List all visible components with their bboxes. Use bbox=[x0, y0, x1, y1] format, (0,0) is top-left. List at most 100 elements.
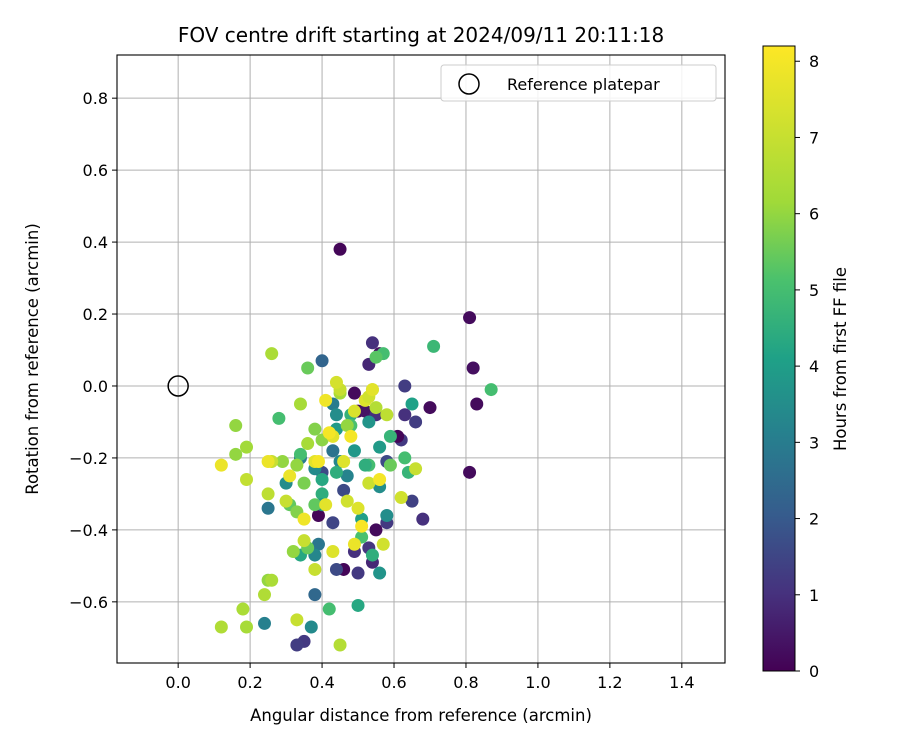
data-point bbox=[286, 544, 300, 558]
data-point bbox=[261, 455, 275, 469]
data-point bbox=[319, 498, 333, 512]
data-point bbox=[301, 437, 315, 451]
data-point bbox=[293, 397, 307, 411]
data-point bbox=[365, 548, 379, 562]
data-point bbox=[463, 465, 477, 479]
data-point bbox=[329, 465, 343, 479]
data-point bbox=[214, 620, 228, 634]
data-point bbox=[347, 537, 361, 551]
data-point bbox=[326, 544, 340, 558]
data-point bbox=[409, 415, 423, 429]
data-point bbox=[394, 491, 408, 505]
data-point bbox=[365, 336, 379, 350]
data-point bbox=[290, 458, 304, 472]
data-point bbox=[344, 429, 358, 443]
x-tick-label: 1.0 bbox=[525, 673, 550, 692]
data-point bbox=[340, 469, 354, 483]
data-point bbox=[322, 602, 336, 616]
data-point bbox=[329, 375, 343, 389]
data-point bbox=[355, 519, 369, 533]
data-point bbox=[416, 512, 430, 526]
data-point bbox=[369, 401, 383, 415]
data-point bbox=[229, 447, 243, 461]
data-point bbox=[311, 508, 325, 522]
data-point bbox=[311, 455, 325, 469]
y-tick-label: −0.4 bbox=[69, 521, 108, 540]
x-tick-label: 0.8 bbox=[453, 673, 478, 692]
data-point bbox=[398, 451, 412, 465]
data-point bbox=[333, 242, 347, 256]
data-point bbox=[272, 411, 286, 425]
colorbar-tick-label: 8 bbox=[809, 52, 819, 71]
y-tick-label: −0.6 bbox=[69, 593, 108, 612]
y-tick-label: 0.6 bbox=[83, 161, 108, 180]
data-point bbox=[315, 487, 329, 501]
data-point bbox=[290, 638, 304, 652]
colorbar-tick-label: 0 bbox=[809, 662, 819, 681]
data-point bbox=[337, 455, 351, 469]
data-point bbox=[369, 350, 383, 364]
data-point bbox=[466, 361, 480, 375]
data-point bbox=[258, 588, 272, 602]
data-point bbox=[398, 408, 412, 422]
data-point bbox=[326, 444, 340, 458]
x-tick-label: 1.4 bbox=[669, 673, 694, 692]
x-tick-label: 1.2 bbox=[597, 673, 622, 692]
data-point bbox=[347, 386, 361, 400]
colorbar-ticks: 0 1 2 3 4 5 6 7 8 bbox=[795, 52, 819, 681]
data-point bbox=[409, 462, 423, 476]
data-point bbox=[319, 393, 333, 407]
reference-platepar-marker bbox=[167, 375, 189, 397]
data-point bbox=[470, 397, 484, 411]
data-point bbox=[290, 613, 304, 627]
colorbar-tick-label: 4 bbox=[809, 357, 819, 376]
data-point bbox=[261, 501, 275, 515]
colorbar-tick-label: 6 bbox=[809, 205, 819, 224]
data-point bbox=[351, 566, 365, 580]
data-point bbox=[380, 408, 394, 422]
chart-title: FOV centre drift starting at 2024/09/11 … bbox=[178, 23, 664, 47]
data-point bbox=[351, 501, 365, 515]
data-point bbox=[326, 516, 340, 530]
data-point bbox=[347, 404, 361, 418]
data-point bbox=[362, 415, 376, 429]
legend: Reference platepar bbox=[440, 64, 717, 102]
data-point bbox=[373, 566, 387, 580]
data-point bbox=[362, 476, 376, 490]
colorbar-tick-label: 3 bbox=[809, 433, 819, 452]
data-point bbox=[484, 383, 498, 397]
grid-lines bbox=[117, 55, 725, 663]
legend-box bbox=[440, 64, 717, 102]
data-point bbox=[214, 458, 228, 472]
x-tick-label: 0.6 bbox=[381, 673, 406, 692]
data-point bbox=[265, 347, 279, 361]
x-tick-label: 0.4 bbox=[309, 673, 334, 692]
data-point bbox=[308, 498, 322, 512]
y-tick-label: −0.2 bbox=[69, 449, 108, 468]
data-point bbox=[297, 534, 311, 548]
x-tick-label: 0.0 bbox=[165, 673, 190, 692]
y-tick-label: 0.0 bbox=[83, 377, 108, 396]
x-axis-ticks: 0.0 0.2 0.4 0.6 0.8 1.0 1.2 1.4 bbox=[165, 663, 695, 692]
data-point bbox=[340, 419, 354, 433]
data-point bbox=[463, 311, 477, 325]
data-point bbox=[369, 523, 383, 537]
data-point bbox=[240, 473, 254, 487]
data-point bbox=[380, 508, 394, 522]
data-point bbox=[333, 638, 347, 652]
legend-entry: Reference platepar bbox=[507, 75, 660, 94]
data-point bbox=[304, 620, 318, 634]
data-point bbox=[297, 512, 311, 526]
data-point bbox=[347, 444, 361, 458]
data-point bbox=[398, 379, 412, 393]
data-point bbox=[351, 598, 365, 612]
y-axis-label: Rotation from reference (arcmin) bbox=[23, 223, 42, 495]
colorbar-tick-label: 5 bbox=[809, 281, 819, 300]
data-point bbox=[358, 404, 372, 418]
x-axis-label: Angular distance from reference (arcmin) bbox=[250, 706, 592, 725]
data-point bbox=[329, 562, 343, 576]
data-point bbox=[358, 458, 372, 472]
data-point bbox=[275, 455, 289, 469]
plot-frame bbox=[116, 54, 726, 664]
colorbar-gradient bbox=[762, 45, 796, 672]
